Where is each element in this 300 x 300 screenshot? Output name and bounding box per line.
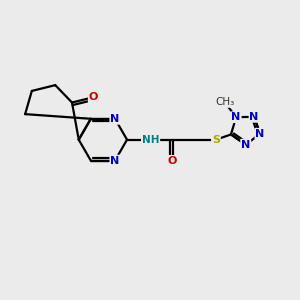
Text: CH₃: CH₃ — [215, 97, 234, 107]
Text: N: N — [241, 140, 250, 150]
Text: S: S — [212, 135, 220, 145]
Text: N: N — [232, 112, 241, 122]
Text: N: N — [250, 112, 259, 122]
Text: N: N — [255, 129, 265, 139]
Text: O: O — [168, 156, 177, 166]
Text: N: N — [110, 114, 120, 124]
Text: N: N — [110, 156, 120, 166]
Text: O: O — [89, 92, 98, 102]
Text: NH: NH — [142, 135, 159, 145]
